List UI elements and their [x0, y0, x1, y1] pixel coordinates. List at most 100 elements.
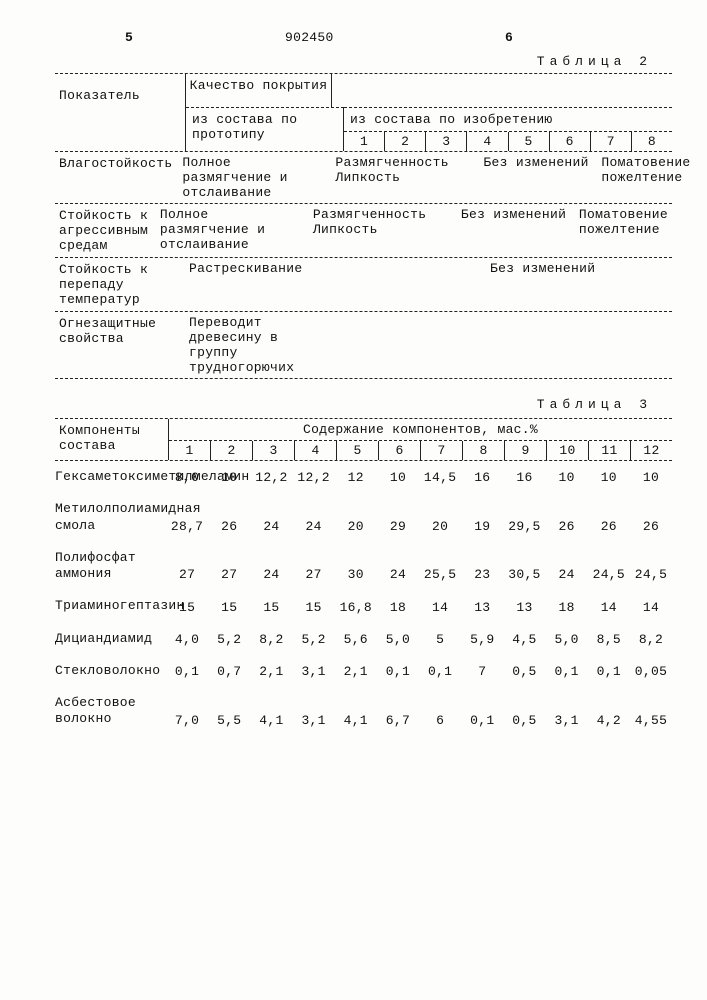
- t3-col-title: Содержание компонентов, мас.%: [169, 419, 672, 440]
- t3-cell: 0,1: [588, 664, 630, 679]
- t2-row: Стойкость к перепаду температурРастрески…: [55, 257, 672, 311]
- t3-cell: 12,2: [293, 470, 335, 485]
- t3-cell: 2,1: [250, 664, 292, 679]
- t3-cell: 4,1: [335, 713, 377, 728]
- t3-row: Асбестовое волокно7,05,54,13,14,16,760,1…: [55, 687, 672, 736]
- t2-row-indicator: Огнезащитные свойства: [55, 312, 185, 378]
- t3-row-name: Гексаметоксиметилмеламин: [55, 469, 166, 485]
- t2-row: Стойкость к агрессивным средамПолное раз…: [55, 203, 672, 257]
- t3-cell: 29: [377, 519, 419, 534]
- t3-col-numbers: 123456789101112: [169, 440, 672, 460]
- t3-cell: 20: [335, 519, 377, 534]
- t3-cell: 0,1: [166, 664, 208, 679]
- t3-row-name: Стекловолокно: [55, 663, 166, 679]
- t2-col-num: 6: [549, 132, 590, 151]
- t3-cell: 26: [630, 519, 672, 534]
- t3-cell: 5,0: [546, 632, 588, 647]
- t3-cell: 5,5: [208, 713, 250, 728]
- t3-cell: 15: [166, 600, 208, 615]
- t3-cell: 0,05: [630, 664, 672, 679]
- t3-row: Метилолполиамидная смола28,7262424202920…: [55, 493, 672, 542]
- t2-inv-val: Поматовение пожелтение: [575, 204, 672, 255]
- t2-row: Огнезащитные свойстваПереводит древесину…: [55, 311, 672, 378]
- t3-cell: 4,0: [166, 632, 208, 647]
- t3-cell: 27: [208, 567, 250, 582]
- t3-cell: 30: [335, 567, 377, 582]
- t2-col-num: 5: [508, 132, 549, 151]
- t3-cell: 24,5: [630, 567, 672, 582]
- t3-cell: 24: [250, 567, 292, 582]
- t3-cell: 0,1: [461, 713, 503, 728]
- t2-row-indicator: Стойкость к агрессивным средам: [55, 204, 156, 257]
- doc-number: 902450: [285, 30, 334, 45]
- t2-inv-val: [604, 258, 672, 279]
- t3-cell: 30,5: [503, 567, 545, 582]
- t2-col-quality: Качество покрытия: [186, 74, 331, 97]
- t2-col-num: 2: [384, 132, 425, 151]
- t3-cell: 18: [546, 600, 588, 615]
- t3-row: Триаминогептазин1515151516,8181413131814…: [55, 590, 672, 622]
- t3-cell: 15: [250, 600, 292, 615]
- t3-row: Гексаметоксиметилмеламин8,01012,212,2121…: [55, 461, 672, 493]
- page-num-right: 6: [505, 30, 513, 45]
- t2-inv-val: [338, 258, 486, 279]
- t3-cell: 15: [208, 600, 250, 615]
- t3-cell: 26: [546, 519, 588, 534]
- t3-row: Полифосфат аммония27272427302425,52330,5…: [55, 542, 672, 591]
- t2-col-proto: из состава по прототипу: [186, 107, 344, 151]
- t3-col-num: 1: [169, 441, 210, 460]
- t2-row-indicator: Стойкость к перепаду температур: [55, 258, 185, 311]
- t2-col-numbers: 12345678: [344, 131, 672, 151]
- t3-cell: 26: [208, 519, 250, 534]
- t3-cell: 4,1: [250, 713, 292, 728]
- t3-col-num: 8: [462, 441, 504, 460]
- t2-proto-val: Полное размягчение и отслаивание: [156, 204, 309, 255]
- t3-cell: 16,8: [335, 600, 377, 615]
- t3-cell: 12: [335, 470, 377, 485]
- t3-cell: 19: [461, 519, 503, 534]
- t3-cell: 23: [461, 567, 503, 582]
- t3-cell: 14: [419, 600, 461, 615]
- t3-cell: 7: [461, 664, 503, 679]
- t3-col-num: 4: [294, 441, 336, 460]
- t3-cell: 3,1: [546, 713, 588, 728]
- t3-cell: 24: [293, 519, 335, 534]
- t3-cell: 24: [546, 567, 588, 582]
- t3-cell: 0,7: [208, 664, 250, 679]
- t3-row-name: Асбестовое волокно: [55, 695, 166, 728]
- t3-cell: 0,5: [503, 713, 545, 728]
- t3-cell: 5,6: [335, 632, 377, 647]
- t3-cell: 14: [588, 600, 630, 615]
- t3-col-label: Компоненты состава: [55, 419, 169, 460]
- t3-cell: 0,1: [377, 664, 419, 679]
- t3-cell: 5,2: [208, 632, 250, 647]
- t3-cell: 10: [588, 470, 630, 485]
- t3-cell: 15: [293, 600, 335, 615]
- t3-col-num: 3: [252, 441, 294, 460]
- table2-caption: Таблица 2: [55, 54, 652, 69]
- page-num-left: 5: [125, 30, 133, 45]
- t3-col-num: 10: [546, 441, 588, 460]
- t3-cell: 24,5: [588, 567, 630, 582]
- t3-cell: 13: [461, 600, 503, 615]
- t3-row: Дициандиамид4,05,28,25,25,65,055,94,55,0…: [55, 623, 672, 655]
- t3-row-name: Дициандиамид: [55, 631, 166, 647]
- t2-inv-val: Поматовение пожелтение: [597, 152, 694, 203]
- t3-cell: 26: [588, 519, 630, 534]
- t3-cell: 13: [503, 600, 545, 615]
- t3-cell: 14: [630, 600, 672, 615]
- t3-cell: 8,5: [588, 632, 630, 647]
- t2-col-num: 4: [466, 132, 507, 151]
- t3-cell: 10: [208, 470, 250, 485]
- t2-inv-val: Без изменений: [479, 152, 597, 203]
- t2-col-num: 7: [590, 132, 631, 151]
- t3-cell: 5,2: [293, 632, 335, 647]
- t3-cell: 0,1: [546, 664, 588, 679]
- t3-row-name: Полифосфат аммония: [55, 550, 166, 583]
- t2-proto-val: Переводит древесину в группу трудногорюч…: [185, 312, 338, 378]
- t3-cell: 4,2: [588, 713, 630, 728]
- t3-cell: 20: [419, 519, 461, 534]
- t3-cell: 10: [630, 470, 672, 485]
- t3-cell: 16: [461, 470, 503, 485]
- t2-inv-val: Размягченность Липкость: [309, 204, 457, 255]
